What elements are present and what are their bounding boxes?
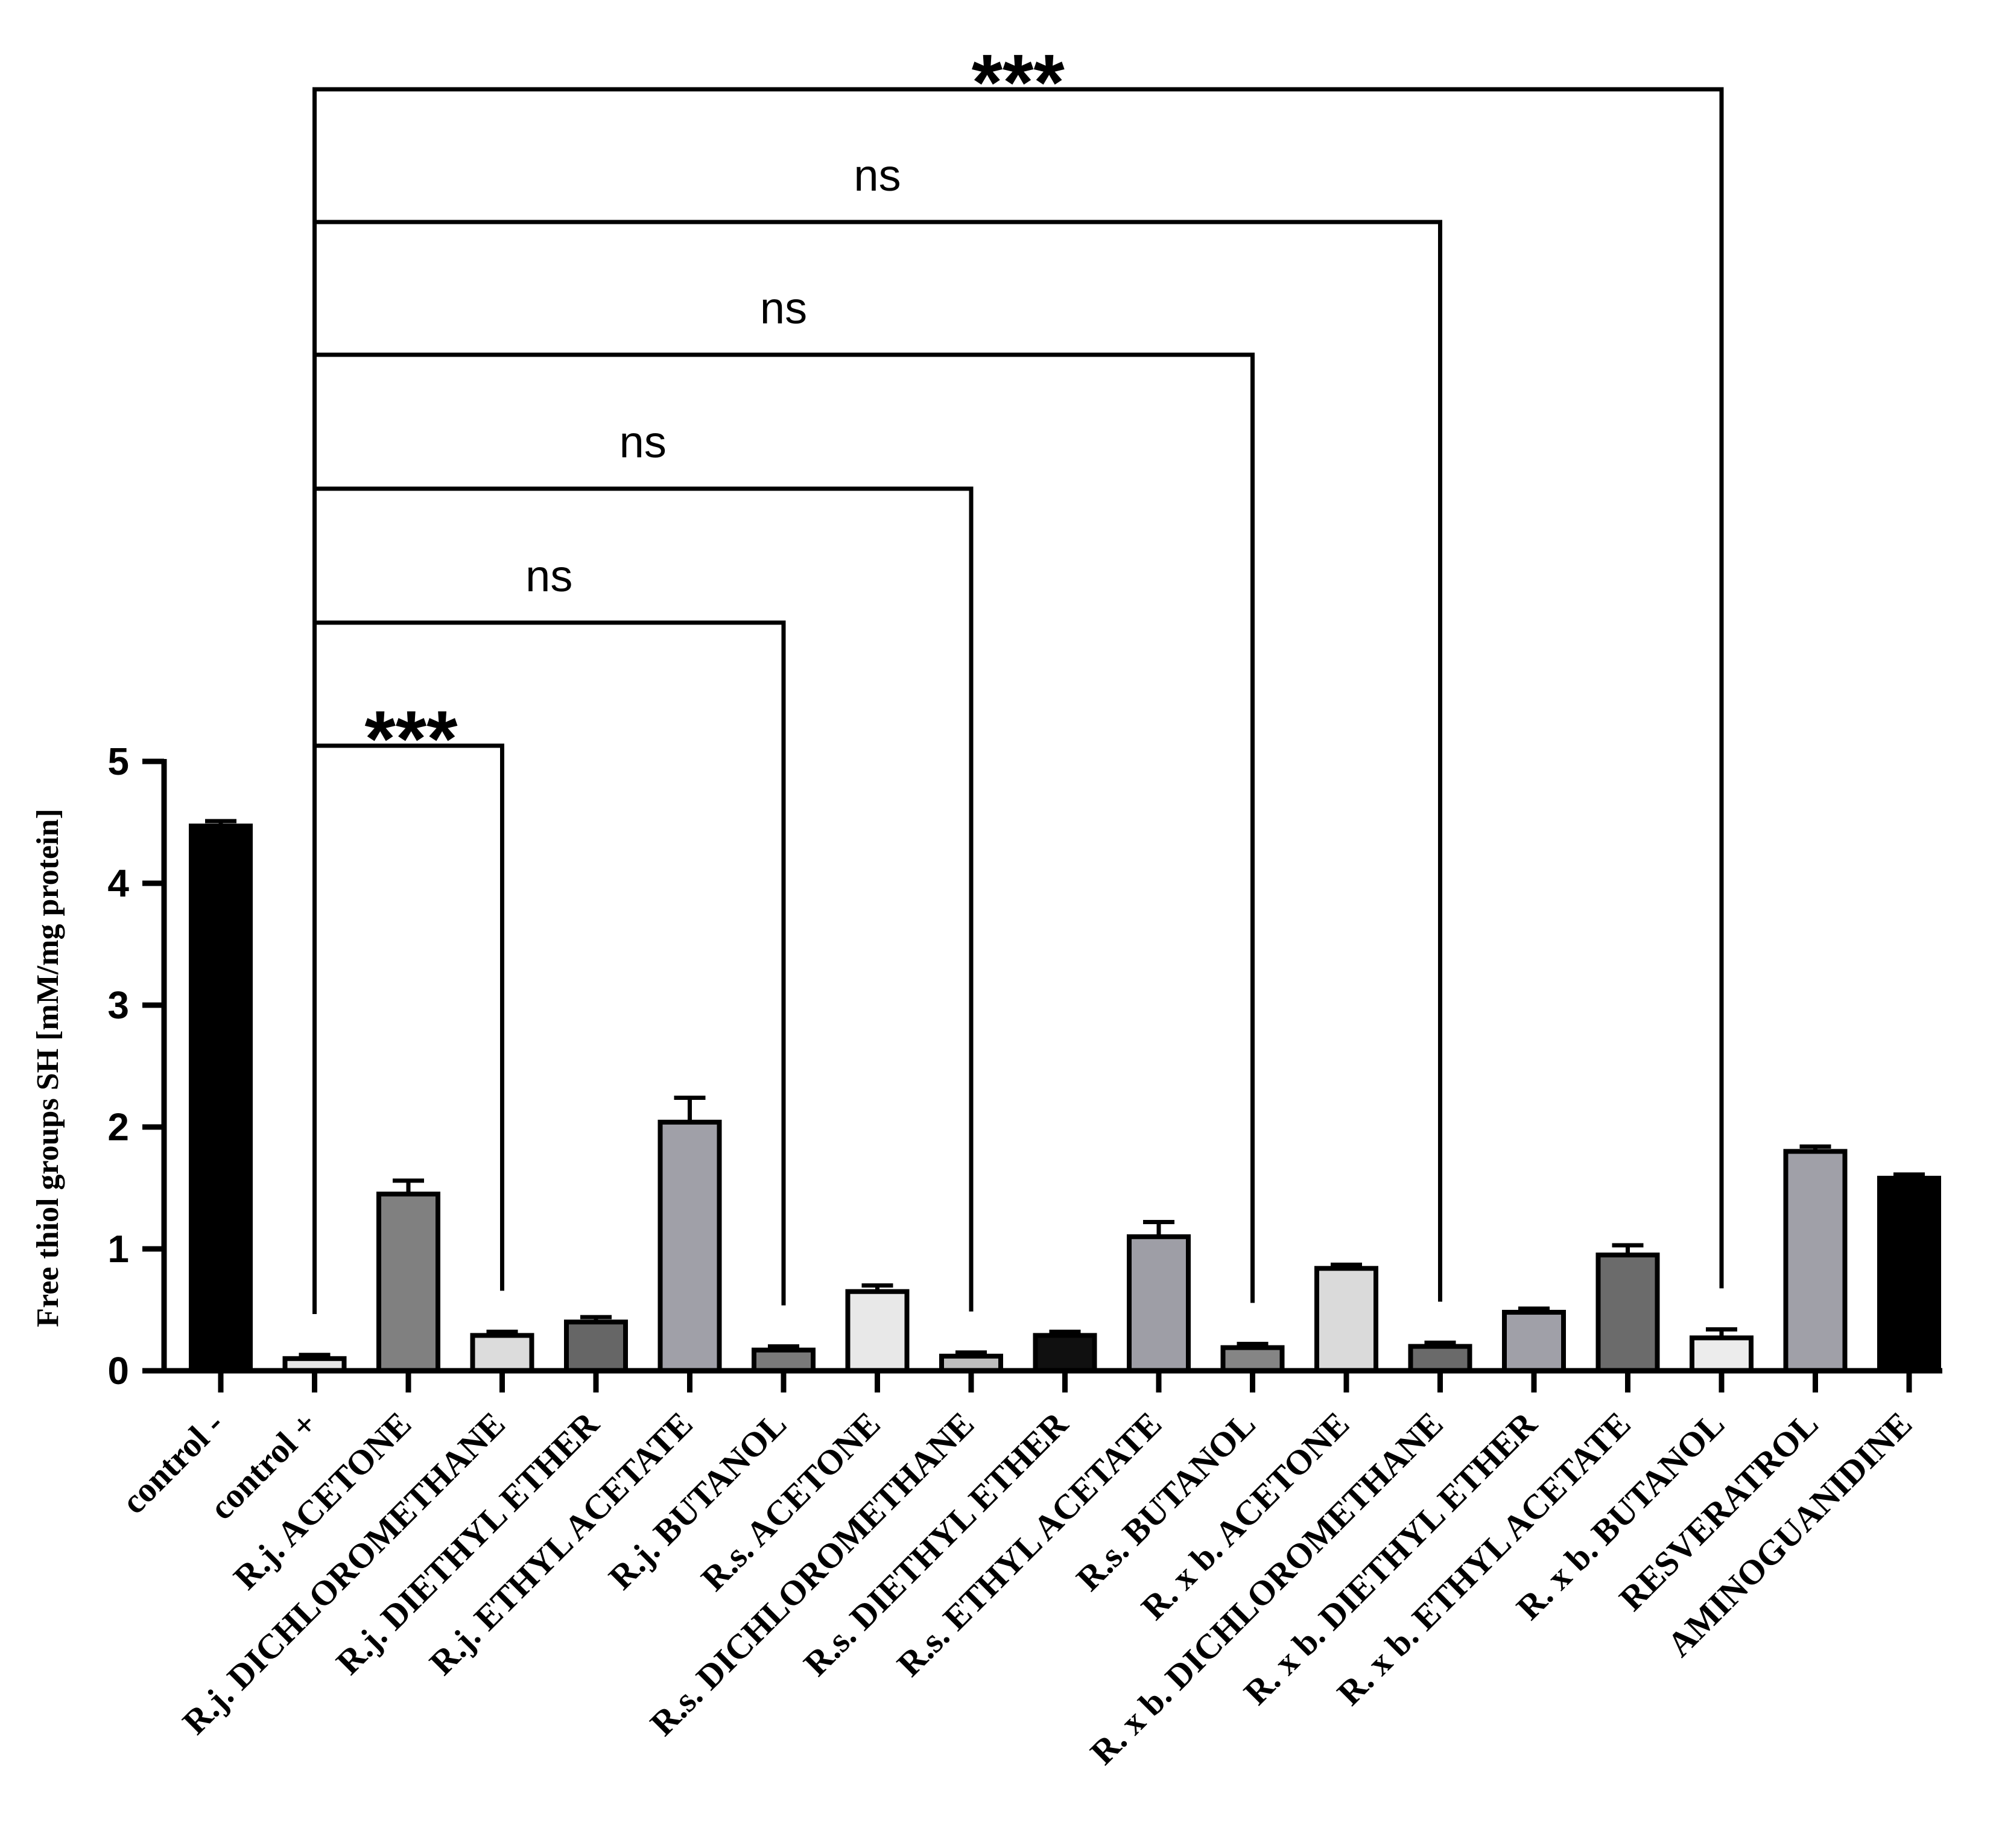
y-ticks-group: 0 1 2 3 4 5 — [107, 740, 164, 1392]
bars-group — [189, 824, 1941, 1374]
axes-group — [161, 759, 1942, 1374]
y-tick-label: 1 — [107, 1227, 129, 1271]
bar — [189, 824, 253, 1374]
bar — [1783, 1149, 1848, 1374]
significance-bracket — [312, 486, 974, 1314]
bar — [657, 1119, 722, 1374]
bar — [1408, 1344, 1472, 1374]
significance-label: ns — [760, 283, 807, 333]
significance-bracket — [312, 87, 1724, 1314]
error-bars-group — [205, 819, 1925, 1359]
significance-label: *** — [972, 38, 1065, 127]
significance-label: *** — [364, 694, 458, 783]
y-tick-label: 3 — [107, 983, 129, 1027]
bar — [845, 1289, 910, 1373]
significance-bracket — [312, 220, 1442, 1314]
bar — [1314, 1266, 1378, 1374]
y-axis-label: Free thiol groups SH [mM/mg protein] — [31, 808, 65, 1327]
y-tick-label: 5 — [107, 740, 129, 783]
bar — [752, 1347, 816, 1373]
y-tick-label: 0 — [107, 1349, 129, 1392]
y-tick-label: 4 — [107, 862, 129, 905]
bar — [376, 1192, 440, 1373]
significance-label: ns — [525, 551, 572, 601]
bar — [1220, 1345, 1285, 1374]
bar — [1502, 1310, 1566, 1374]
significance-label: ns — [854, 150, 901, 200]
significance-label: ns — [619, 417, 667, 467]
bar — [1690, 1335, 1754, 1373]
bar — [1033, 1333, 1097, 1373]
bar — [1127, 1234, 1191, 1374]
bar — [1595, 1253, 1660, 1374]
bar — [1877, 1175, 1941, 1373]
bar — [470, 1333, 534, 1373]
y-tick-label: 2 — [107, 1105, 129, 1149]
bar — [564, 1319, 628, 1373]
significance-brackets-group: *** ns ns ns ns *** — [312, 38, 1724, 1314]
